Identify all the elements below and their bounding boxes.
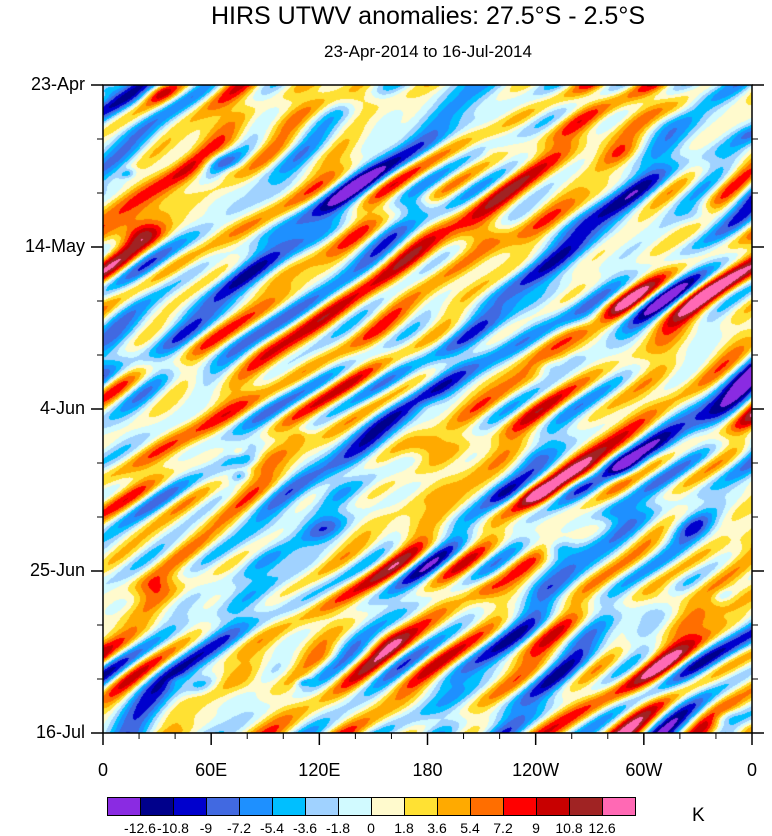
colorbar-swatch	[107, 797, 141, 816]
colorbar-swatch	[503, 797, 537, 816]
colorbar-swatch	[371, 797, 405, 816]
colorbar-swatch	[206, 797, 240, 816]
chart-subtitle: 23-Apr-2014 to 16-Jul-2014	[324, 42, 532, 61]
y-tick-label: 4-Jun	[39, 398, 85, 418]
colorbar-label: -7.2	[226, 820, 252, 836]
plot-frame	[102, 84, 753, 734]
x-tick-label: 0	[746, 760, 758, 780]
colorbar-label: -10.8	[157, 820, 189, 836]
y-tick-label: 25-Jun	[29, 560, 85, 580]
colorbar-swatch	[602, 797, 636, 816]
colorbar-label: -1.8	[325, 820, 351, 836]
x-tick-label: 120W	[512, 760, 560, 780]
x-tick-label: 60E	[195, 760, 228, 780]
colorbar-swatch	[470, 797, 504, 816]
colorbar-label: 10.8	[555, 820, 583, 836]
x-tick-label: 180	[412, 760, 443, 780]
colorbar-swatch	[404, 797, 438, 816]
colorbar-label: -3.6	[292, 820, 318, 836]
colorbar-label: 1.8	[394, 820, 414, 836]
colorbar-swatch	[536, 797, 570, 816]
colorbar-swatch	[140, 797, 174, 816]
y-tick-label: 16-Jul	[35, 722, 85, 742]
colorbar-label: 9	[532, 820, 540, 836]
colorbar-swatch	[305, 797, 339, 816]
colorbar-unit: K	[692, 805, 705, 826]
colorbar-swatch	[569, 797, 603, 816]
y-tick-label: 23-Apr	[30, 74, 85, 94]
colorbar-swatch	[272, 797, 306, 816]
chart-title: HIRS UTWV anomalies: 27.5°S - 2.5°S	[210, 2, 646, 30]
colorbar-label: 5.4	[460, 820, 480, 836]
anomaly-field	[103, 85, 752, 733]
colorbar-label: -12.6	[124, 820, 156, 836]
y-tick-label: 14-May	[24, 236, 85, 256]
colorbar-label: 7.2	[493, 820, 513, 836]
colorbar-label: -9	[199, 820, 213, 836]
colorbar-label: -5.4	[259, 820, 285, 836]
colorbar-swatch	[239, 797, 273, 816]
colorbar-swatch	[437, 797, 471, 816]
colorbar-swatch	[173, 797, 207, 816]
x-tick-label: 0	[97, 760, 109, 780]
colorbar-label: 0	[367, 820, 375, 836]
colorbar-label: 3.6	[427, 820, 447, 836]
x-tick-label: 120E	[298, 760, 341, 780]
colorbar-label: 12.6	[588, 820, 616, 836]
x-tick-label: 60W	[625, 760, 663, 780]
colorbar-swatch	[338, 797, 372, 816]
